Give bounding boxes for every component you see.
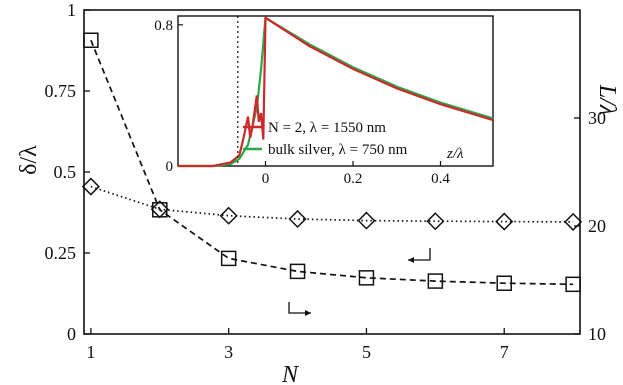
y-left-tick-label: 0.25: [45, 243, 77, 263]
length-square-marker: [427, 273, 444, 289]
left-axis-arrowhead: [408, 257, 414, 263]
inset-y-tick-label: 0: [166, 159, 174, 175]
delta-diamond-marker: [81, 177, 100, 196]
length-square-marker: [358, 270, 375, 286]
right-axis-arrowhead: [305, 310, 311, 316]
x-tick-label: 5: [362, 342, 371, 362]
x-tick-label: 1: [86, 342, 95, 362]
length-square-marker: [220, 250, 237, 267]
y-right-tick-label: 10: [588, 324, 606, 344]
delta-diamond-marker: [426, 212, 445, 231]
y-right-tick-label: 30: [588, 108, 606, 128]
inset-plot: 0 0.2 0.4 0 0.8: [154, 15, 494, 187]
inset-x-axis-label: z/λ: [446, 146, 464, 162]
y-left-tick-label: 0: [67, 324, 76, 344]
y-left-tick-label: 0.5: [54, 162, 77, 182]
delta-diamond-marker: [495, 212, 514, 231]
length-square-marker: [289, 263, 306, 280]
delta-diamond-marker: [357, 211, 376, 230]
delta-diamond-marker: [219, 206, 238, 225]
main-plot: 1 3 5 7 0 0.25 0.5 0.75 1 10 20 30: [45, 0, 607, 362]
y-left-tick-label: 1: [67, 0, 76, 20]
inset-frame: [177, 15, 494, 167]
inset-y-tick-label: 0.8: [154, 18, 173, 34]
inset-x-tick-label: 0.2: [344, 171, 363, 187]
legend-label-green: bulk silver, λ = 750 nm: [268, 142, 408, 158]
left-axis-arrow: [408, 248, 431, 261]
right-axis-arrow: [288, 302, 311, 314]
legend-label-red: N = 2, λ = 1550 nm: [268, 120, 386, 136]
inset-x-tick-label: 0: [262, 171, 270, 187]
delta-diamond-marker: [288, 209, 307, 229]
inset-green-series-line: [178, 15, 494, 168]
y-right-axis-label: L/λ: [594, 84, 620, 115]
y-left-tick-label: 0.75: [45, 81, 77, 101]
x-tick-label: 7: [500, 342, 509, 362]
length-square-marker: [565, 276, 581, 293]
y-left-axis-label: δ/λ: [16, 145, 42, 175]
length-square-marker: [152, 202, 168, 218]
length-square-marker: [496, 275, 512, 291]
length-series-line: [90, 39, 574, 286]
y-right-tick-label: 20: [588, 216, 606, 236]
x-axis-label: N: [281, 362, 300, 385]
delta-diamond-marker: [564, 212, 583, 231]
length-square-marker: [83, 32, 99, 48]
inset-x-tick-label: 0.4: [431, 171, 450, 187]
x-tick-label: 3: [224, 342, 233, 362]
delta-series-line: [90, 185, 574, 223]
